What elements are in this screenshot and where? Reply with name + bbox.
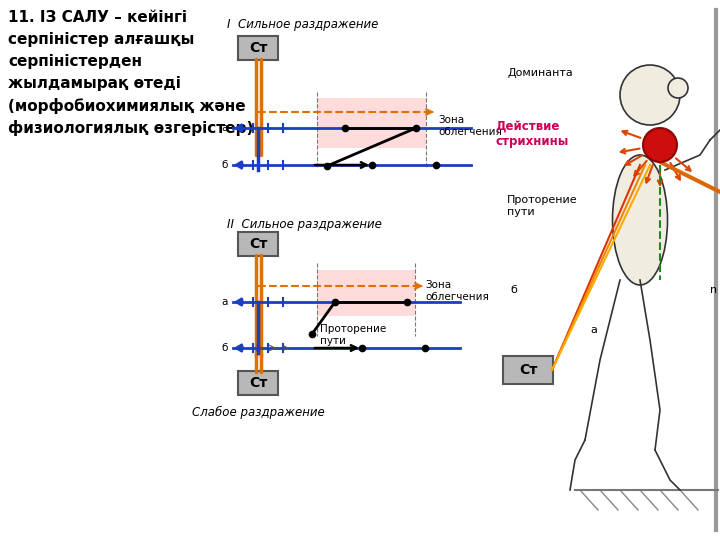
- Text: Ст: Ст: [249, 237, 267, 251]
- Text: a: a: [222, 123, 228, 133]
- Text: Ст: Ст: [249, 41, 267, 55]
- Wedge shape: [235, 161, 243, 169]
- Text: б: б: [510, 285, 517, 295]
- Text: Проторение
пути: Проторение пути: [320, 324, 386, 346]
- Text: Слабое раздражение: Слабое раздражение: [192, 406, 325, 419]
- FancyBboxPatch shape: [238, 232, 278, 256]
- FancyBboxPatch shape: [503, 356, 553, 384]
- Text: Ст: Ст: [249, 376, 267, 390]
- Text: Зона
облегчения: Зона облегчения: [425, 280, 489, 302]
- FancyBboxPatch shape: [238, 36, 278, 60]
- Text: серпіністерден: серпіністерден: [8, 54, 142, 69]
- Text: n: n: [710, 285, 717, 295]
- Text: Действие
стрихнины: Действие стрихнины: [495, 120, 568, 148]
- Text: II  Сильное раздражение: II Сильное раздражение: [227, 218, 382, 231]
- Circle shape: [668, 78, 688, 98]
- Bar: [317, 270, 415, 316]
- Text: (морфобиохимиялық және: (морфобиохимиялық және: [8, 98, 246, 114]
- Text: физиологиялық өзгерістер): физиологиялық өзгерістер): [8, 120, 253, 136]
- Text: I  Сильное раздражение: I Сильное раздражение: [227, 18, 379, 31]
- Text: б: б: [222, 160, 228, 170]
- Text: Проторение
пути: Проторение пути: [507, 195, 577, 217]
- Text: Зона
облегчения: Зона облегчения: [438, 115, 502, 137]
- Bar: [317, 98, 426, 148]
- Ellipse shape: [613, 155, 667, 285]
- Text: a: a: [590, 325, 597, 335]
- Text: Ст: Ст: [519, 363, 537, 377]
- Wedge shape: [235, 344, 243, 352]
- Text: Доминанта: Доминанта: [507, 68, 572, 78]
- Wedge shape: [235, 124, 243, 132]
- Text: a: a: [222, 297, 228, 307]
- Text: 11. ІЗ САЛУ – кейінгі: 11. ІЗ САЛУ – кейінгі: [8, 10, 187, 25]
- FancyBboxPatch shape: [238, 371, 278, 395]
- Text: серпіністер алғашқы: серпіністер алғашқы: [8, 32, 194, 47]
- Circle shape: [620, 65, 680, 125]
- Wedge shape: [235, 298, 243, 306]
- Text: б: б: [222, 343, 228, 353]
- Circle shape: [643, 128, 677, 162]
- Text: жылдамырақ өтеді: жылдамырақ өтеді: [8, 76, 181, 91]
